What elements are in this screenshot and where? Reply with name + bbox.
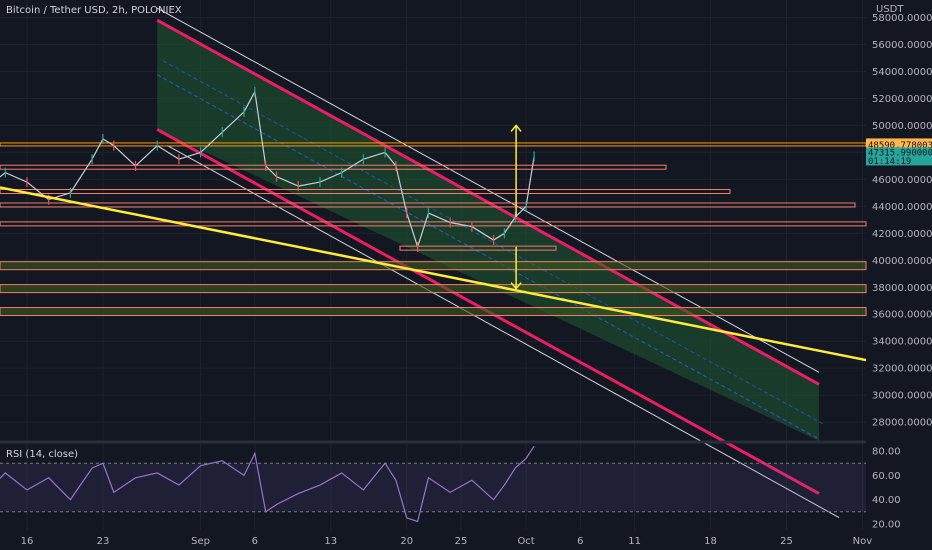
y-tick-label: 50000.00000000 — [872, 121, 932, 132]
rsi-y-tick-label: 60.00 — [872, 471, 901, 482]
y-tick-label: 34000.00000000 — [872, 337, 932, 348]
y-tick-label: 36000.00000000 — [872, 310, 932, 321]
rsi-y-tick-label: 40.00 — [872, 495, 901, 506]
rsi-pane — [0, 445, 866, 523]
x-tick-label: 25 — [455, 536, 468, 547]
y-tick-label: 56000.00000000 — [872, 40, 932, 51]
arrow-head — [510, 282, 522, 290]
y-tick-label: 38000.00000000 — [872, 283, 932, 294]
y-tick-label: 46000.00000000 — [872, 175, 932, 186]
x-tick-label: 6 — [577, 536, 583, 547]
x-tick-label: Nov — [853, 536, 873, 547]
x-tick-label: 13 — [324, 536, 337, 547]
x-tick-label: 11 — [628, 536, 641, 547]
support-line — [0, 186, 867, 362]
level-price-tag — [866, 138, 932, 151]
current-price-countdown: 01:14:19 — [868, 157, 911, 167]
level-price-tag-text: 48590.77800388 — [868, 141, 932, 151]
x-tick-label: Sep — [191, 536, 210, 547]
rsi-band-fill — [0, 463, 866, 512]
y-tick-label: 30000.00000000 — [872, 391, 932, 402]
y-tick-label: 54000.00000000 — [872, 67, 932, 78]
x-tick-label: 23 — [97, 536, 110, 547]
horizontal-levels — [0, 142, 867, 317]
level-zone — [399, 245, 557, 251]
x-tick-label: 18 — [704, 536, 717, 547]
time-axis[interactable]: 16 23 Sep 6 13 20 25 Oct 6 11 18 25 Nov — [21, 536, 873, 547]
rsi-label: RSI (14, close) — [6, 449, 78, 460]
level-zone — [0, 307, 867, 317]
channel-fill — [157, 20, 820, 441]
x-tick-label: 20 — [400, 536, 413, 547]
level-zone — [0, 202, 856, 208]
x-tick-label: 16 — [21, 536, 34, 547]
y-tick-label: 42000.00000000 — [872, 229, 932, 240]
y-tick-label: 52000.00000000 — [872, 94, 932, 105]
y-tick-label: 28000.00000000 — [872, 418, 932, 429]
level-zone — [0, 221, 867, 227]
channel-upper-line — [156, 18, 820, 386]
rsi-line — [0, 445, 535, 523]
y-tick-label: 32000.00000000 — [872, 364, 932, 375]
rsi-y-tick-label: 20.00 — [872, 519, 901, 530]
x-tick-label: 25 — [780, 536, 793, 547]
price-axis[interactable]: 58000.00000000 56000.00000000 54000.000000… — [866, 13, 932, 530]
x-tick-label: 6 — [252, 536, 258, 547]
y-tick-label: 44000.00000000 — [872, 202, 932, 213]
y-tick-label: 40000.00000000 — [872, 256, 932, 267]
price-line — [0, 91, 535, 248]
chart-title: Bitcoin / Tether USD, 2h, POLONIEX — [6, 5, 182, 16]
price-unit: USDT — [876, 4, 904, 15]
y-tick-label: 58000.00000000 — [872, 13, 932, 24]
level-zone — [0, 164, 667, 170]
rsi-y-tick-label: 80.00 — [872, 447, 901, 458]
level-zone — [0, 261, 867, 271]
arrows — [510, 124, 522, 290]
level-zone — [0, 284, 867, 294]
current-price-tag — [866, 147, 932, 166]
level-zone — [0, 189, 731, 195]
current-price-value: 47315.99000013 — [868, 148, 932, 158]
x-tick-label: Oct — [517, 536, 534, 547]
support-trendline — [0, 186, 867, 362]
arrow-head — [510, 124, 522, 132]
